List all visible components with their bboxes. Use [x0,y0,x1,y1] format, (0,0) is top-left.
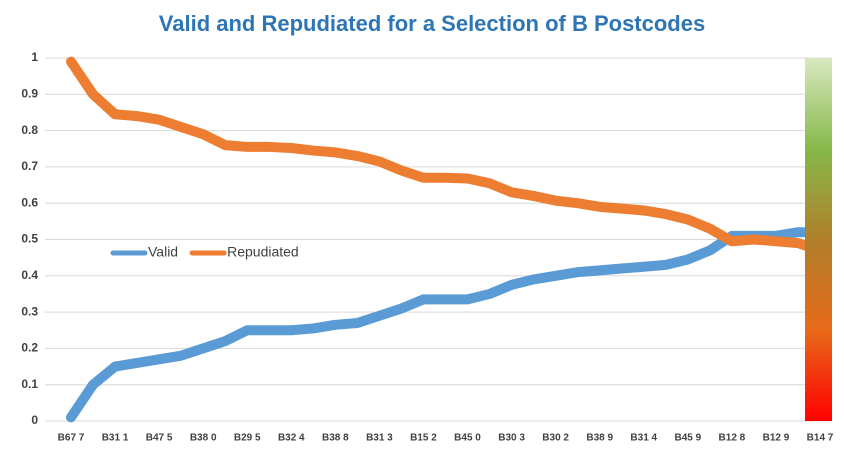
y-tick-label: 0.8 [21,123,38,137]
legend-label: Valid [148,244,178,260]
grid [45,57,832,422]
x-tick-label: B38 8 [322,433,349,444]
x-tick-label: B38 9 [586,433,613,444]
x-tick-label: B12 9 [763,433,790,444]
y-tick-label: 0.3 [21,304,38,318]
x-tick-label: B31 4 [630,433,657,444]
x-tick-label: B31 3 [366,433,393,444]
y-tick-label: 0.7 [21,159,38,173]
x-tick-label: B31 1 [102,433,129,444]
y-tick-label: 0 [31,413,38,427]
x-tick-label: B47 5 [146,433,173,444]
x-tick-label: B32 4 [278,433,305,444]
y-tick-label: 0.9 [21,86,38,100]
legend-label: Repudiated [227,244,299,260]
line-series [66,56,825,256]
x-tick-label: B67 7 [58,433,85,444]
y-tick-label: 0.2 [21,341,38,355]
x-tick-label: B45 9 [674,433,701,444]
lines [66,56,825,423]
y-tick-label: 0.6 [21,195,38,209]
x-tick-label: B14 7 [807,433,834,444]
x-tick-label: B15 2 [410,433,437,444]
x-tick-label: B29 5 [234,433,261,444]
labels: 0 0.1 0.2 0.3 0.4 0.5 0.6 0.7 0.8 0.9 1 B67 7 B31 1 B… [21,50,833,443]
y-tick-label: 0.5 [21,232,38,246]
x-tick-label: B38 0 [190,433,217,444]
x-tick-label: B12 8 [719,433,746,444]
color-scale-bar [805,58,832,421]
x-tick-label: B30 3 [498,433,525,444]
chart-title: Valid and Repudiated for a Selection of … [159,11,705,36]
y-tick-label: 1 [31,50,38,64]
x-tick-label: B45 0 [454,433,481,444]
y-tick-label: 0.1 [21,377,38,391]
y-tick-label: 0.4 [21,268,38,282]
line-series [66,227,825,423]
x-tick-label: B30 2 [542,433,569,444]
